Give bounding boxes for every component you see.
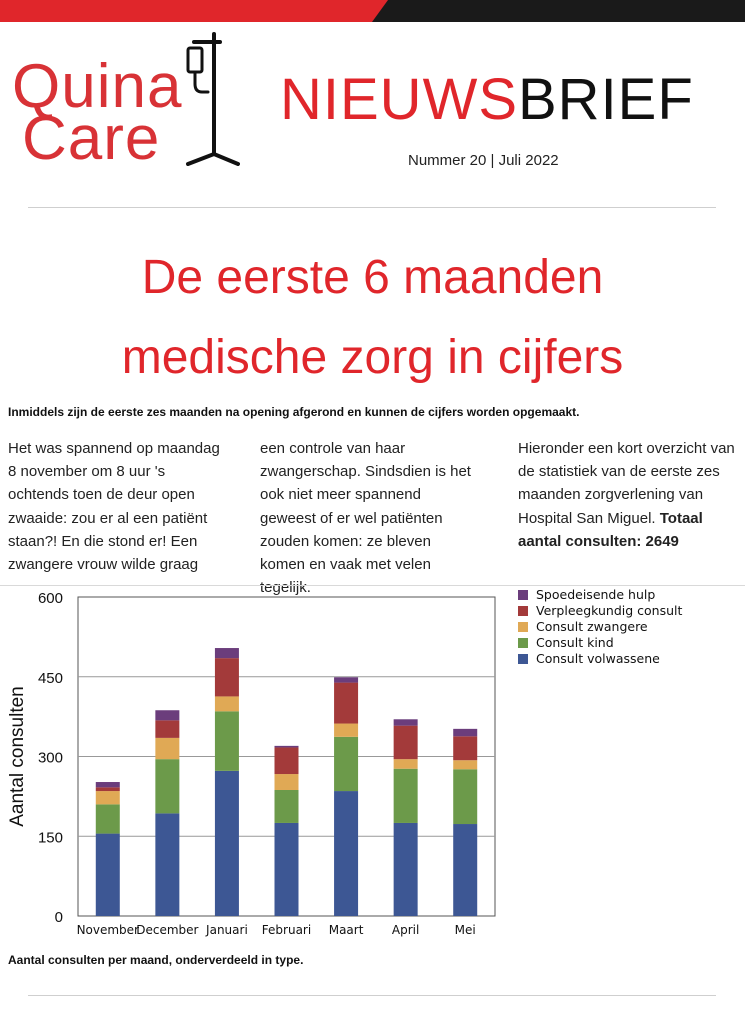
legend-swatch [518, 638, 528, 648]
legend-swatch [518, 654, 528, 664]
logo-text-quina: Quina [12, 52, 183, 121]
bar-segment [453, 760, 478, 770]
header-bar-black [372, 0, 745, 22]
legend-swatch [518, 606, 528, 616]
divider-bottom [28, 995, 716, 996]
chart-caption: Aantal consulten per maand, onderverdeel… [8, 953, 304, 967]
legend-label: Verpleegkundig consult [536, 603, 682, 618]
bar-segment [334, 677, 359, 683]
y-axis-label: Aantal consulten [7, 686, 28, 827]
bar-segment [95, 791, 120, 805]
bar-segment [334, 682, 359, 724]
bar-segment [274, 774, 299, 790]
bar-segment [453, 769, 478, 825]
bar-segment [393, 768, 418, 823]
legend-label: Consult zwangere [536, 619, 648, 634]
bar-segment [214, 770, 239, 916]
body-column-2: een controle van haar zwangerschap. Sind… [260, 440, 471, 597]
issue-number: Nummer 20 | Juli 2022 [408, 152, 559, 169]
x-tick-label: Januari [205, 923, 248, 937]
y-tick-label: 300 [38, 750, 63, 767]
y-tick-label: 150 [38, 829, 63, 846]
bar-segment [334, 723, 359, 737]
bar-segment [453, 824, 478, 916]
bar-segment [334, 736, 359, 792]
legend-swatch [518, 590, 528, 600]
y-tick-label: 0 [55, 909, 63, 926]
x-tick-label: April [392, 923, 419, 937]
bar-segment [155, 759, 180, 814]
bar-segment [393, 719, 418, 726]
column-3-text: Hieronder een kort overzicht van de stat… [518, 440, 735, 527]
bar-segment [214, 711, 239, 771]
x-tick-label: Mei [455, 923, 476, 937]
bar-segment [214, 696, 239, 712]
chart-top-rule [0, 585, 745, 586]
bar-segment [274, 789, 299, 823]
headline-line2: medische zorg in cijfers [121, 331, 624, 384]
legend-swatch [518, 622, 528, 632]
legend-label: Spoedeisende hulp [536, 587, 655, 602]
bar-segment [155, 720, 180, 738]
x-tick-label: Februari [262, 923, 311, 937]
title-red-part: NIEUWS [280, 67, 518, 132]
iv-drip-icon [186, 32, 240, 166]
x-tick-label: December [136, 923, 198, 937]
body-column-1: Het was spannend op maandag 8 november o… [8, 440, 220, 574]
logo-text-care: Care [22, 104, 161, 173]
consults-bar-chart: 0 150 300 450 600 Aantal consulten NovemberDec… [7, 587, 682, 937]
bar-segment [393, 822, 418, 916]
divider-top [28, 207, 716, 208]
x-tick-label: November [77, 923, 139, 937]
bar-segment [274, 747, 299, 775]
bar-segment [453, 736, 478, 761]
y-tick-label: 600 [38, 590, 63, 607]
bar-segment [393, 759, 418, 769]
bar-segment [95, 833, 120, 916]
y-tick-label: 450 [38, 670, 63, 687]
bar-segment [155, 710, 180, 721]
legend-label: Consult volwassene [536, 651, 660, 666]
bar-segment [274, 822, 299, 916]
bar-segment [155, 813, 180, 916]
intro-text: Inmiddels zijn de eerste zes maanden na … [8, 405, 580, 419]
newsletter-title: NIEUWSBRIEF [280, 70, 694, 130]
bar-segment [214, 658, 239, 697]
headline-line1: De eerste 6 maanden [141, 251, 604, 304]
bar-segment [95, 787, 120, 792]
title-black-part: BRIEF [518, 67, 694, 132]
bar-segment [274, 745, 299, 748]
bar-segment [95, 804, 120, 834]
bar-segment [95, 782, 120, 788]
body-column-3: Hieronder een kort overzicht van de stat… [518, 437, 738, 553]
bar-segment [453, 728, 478, 737]
bar-segment [214, 648, 239, 659]
legend-label: Consult kind [536, 635, 614, 650]
bar-segment [155, 737, 180, 760]
bar-segment [334, 791, 359, 916]
total-consults: Totaal aantal consulten: 2649 [518, 509, 703, 550]
bar-segment [393, 725, 418, 760]
x-tick-label: Maart [329, 923, 364, 937]
